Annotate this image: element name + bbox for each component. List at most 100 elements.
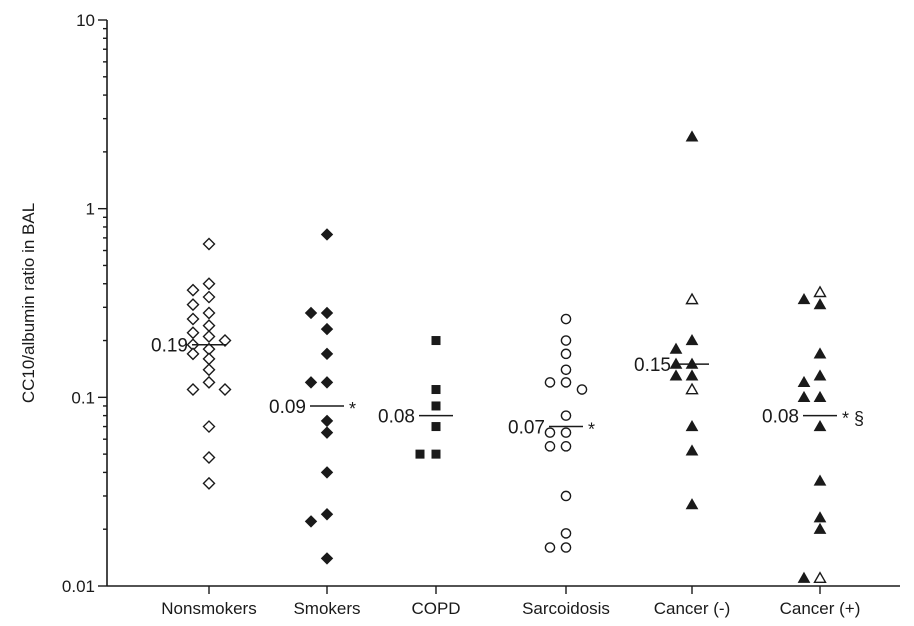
data-point: [797, 390, 811, 402]
data-point: [320, 306, 334, 320]
data-point: [186, 312, 200, 326]
data-point: [813, 522, 827, 534]
data-point: [813, 420, 827, 432]
y-tick-label: 0.01: [62, 577, 95, 596]
data-point: [560, 348, 572, 360]
data-point: [202, 319, 216, 333]
data-point: [560, 427, 572, 438]
data-point: [813, 571, 827, 584]
data-point: [685, 420, 699, 432]
x-tick-label: Nonsmokers: [161, 599, 256, 618]
median-label: 0.09: [269, 397, 306, 418]
data-point: [544, 441, 556, 452]
y-tick-label: 10: [76, 11, 95, 30]
median-label: 0.19: [151, 336, 188, 357]
data-point: [202, 277, 216, 291]
data-point: [202, 330, 216, 344]
x-tick-label: COPD: [411, 599, 460, 618]
data-point: [685, 292, 699, 305]
data-point: [202, 290, 216, 304]
data-point: [415, 449, 425, 459]
data-point: [218, 383, 232, 397]
data-point: [685, 382, 699, 395]
data-point: [560, 490, 572, 502]
data-point: [560, 542, 572, 553]
data-point: [560, 335, 572, 346]
significance-annotation: *: [588, 420, 595, 440]
data-point: [813, 390, 827, 402]
data-point: [685, 130, 699, 142]
data-point: [202, 450, 216, 464]
data-point: [320, 426, 334, 439]
data-point: [797, 375, 811, 388]
data-point: [320, 508, 334, 521]
data-point: [813, 347, 827, 359]
data-point: [304, 515, 318, 528]
data-point: [813, 369, 827, 381]
median-markers: 0.19 0.09 * 0.08 0.07 * 0.15 0.08 * §: [151, 336, 864, 440]
data-point: [560, 364, 572, 376]
data-point: [320, 322, 334, 336]
data-point: [685, 444, 699, 456]
data-point: [685, 334, 699, 346]
data-point: [320, 414, 334, 428]
data-point: [186, 383, 200, 397]
data-point: [797, 292, 811, 305]
data-point: [544, 377, 556, 388]
data-point: [320, 228, 334, 241]
data-point: [202, 306, 216, 320]
data-point: [431, 449, 441, 459]
data-point: [320, 376, 334, 389]
data-point: [186, 298, 200, 312]
data-point: [560, 441, 572, 452]
data-point: [202, 476, 216, 490]
data-point: [544, 427, 556, 438]
data-point: [431, 385, 441, 395]
x-tick-label: Sarcoidosis: [522, 599, 610, 618]
y-tick-label: 1: [86, 200, 95, 219]
x-tick-label: Cancer (-): [654, 599, 731, 618]
x-tick-label: Cancer (+): [780, 599, 861, 618]
category-labels: Nonsmokers Smokers COPD Sarcoidosis Cancer (…: [161, 599, 860, 618]
axes: [98, 19, 900, 594]
data-point: [560, 313, 572, 325]
median-label: 0.07: [508, 418, 545, 439]
significance-annotation: *: [349, 399, 356, 419]
data-point: [560, 410, 572, 421]
x-tick-label: Smokers: [293, 599, 360, 618]
data-point: [202, 237, 216, 251]
data-point: [320, 347, 334, 361]
data-point: [431, 422, 441, 432]
median-label: 0.08: [762, 407, 799, 428]
data-point: [813, 474, 827, 486]
data-point: [431, 401, 441, 411]
median-label: 0.15: [634, 355, 671, 376]
data-point: [560, 528, 572, 539]
data-point: [202, 352, 216, 366]
data-point: [202, 363, 216, 377]
data-point: [202, 375, 216, 389]
data-points: [186, 130, 827, 584]
data-point: [431, 336, 441, 346]
data-point: [669, 369, 683, 381]
data-point: [685, 369, 699, 381]
significance-annotation: * §: [842, 409, 864, 429]
median-label: 0.08: [378, 407, 415, 428]
data-point: [797, 571, 811, 583]
data-point: [320, 466, 334, 479]
y-tick-label: 0.1: [71, 388, 95, 407]
data-point: [186, 347, 200, 361]
data-point: [304, 306, 318, 320]
data-point: [813, 285, 827, 298]
data-point: [544, 542, 556, 553]
data-point: [186, 326, 200, 340]
y-axis-label: CC10/albumin ratio in BAL: [19, 203, 38, 403]
data-point: [186, 283, 200, 297]
data-point: [669, 342, 683, 354]
data-point: [218, 334, 232, 348]
data-point: [576, 384, 588, 395]
data-point: [813, 511, 827, 523]
data-point: [560, 377, 572, 388]
